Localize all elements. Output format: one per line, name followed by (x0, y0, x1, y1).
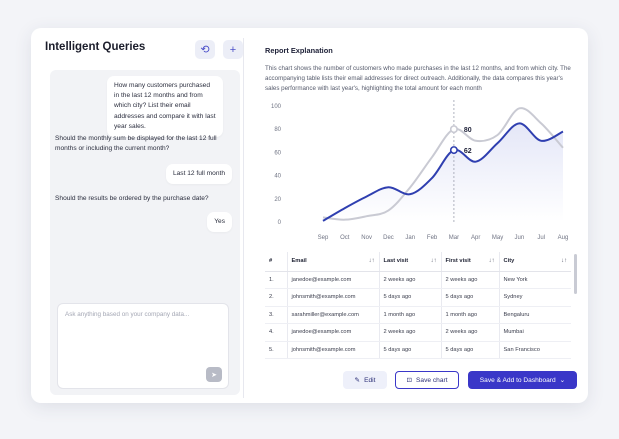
cell-index: 2. (265, 288, 287, 307)
cell-index: 5. (265, 341, 287, 359)
sidebar-title: Intelligent Queries (45, 41, 146, 53)
user-message: Last 12 full month (165, 164, 232, 185)
x-tick-label: Mar (449, 235, 459, 241)
table-row[interactable]: 2. johnsmith@example.com 5 days ago 5 da… (265, 288, 571, 307)
x-tick-label: Dec (383, 235, 394, 241)
assistant-message: Should the monthly sum be displayed for … (55, 135, 217, 153)
y-tick-label: 100 (271, 104, 282, 110)
assistant-message: Should the results be ordered by the pur… (55, 195, 209, 202)
header-index: # (265, 252, 287, 272)
history-button[interactable]: ⟲ (195, 40, 215, 59)
table-row[interactable]: 5. johnsmith@example.com 5 days ago 5 da… (265, 341, 571, 359)
series-line-comparison (322, 107, 564, 221)
cell-last-visit: 5 days ago (378, 288, 441, 307)
series-line-primary (322, 122, 564, 222)
send-icon: ➤ (211, 371, 217, 379)
cell-city: San Francisco (498, 341, 571, 359)
x-tick-label: Feb (427, 235, 438, 241)
history-icon: ⟲ (200, 44, 210, 56)
y-tick-label: 80 (274, 127, 281, 133)
header-last-visit[interactable]: Last visit ↓↑ (378, 252, 441, 272)
y-tick-label: 40 (274, 174, 281, 180)
cell-first-visit: 2 weeks ago (440, 323, 499, 342)
table-scrollbar[interactable] (574, 254, 577, 294)
user-message: Yes (207, 212, 232, 233)
pencil-icon: ✎ (354, 377, 361, 384)
save-add-dashboard-button[interactable]: Save & Add to Dashboard ⌄ (468, 371, 577, 389)
cell-city: New York (498, 271, 571, 289)
y-tick-label: 0 (278, 220, 282, 226)
chevron-down-icon: ⌄ (559, 377, 566, 384)
cell-last-visit: 2 weeks ago (378, 271, 441, 289)
panel-divider (243, 38, 244, 398)
query-sidebar: Intelligent Queries ⟲ + How many custome… (45, 28, 245, 403)
y-tick-label: 20 (274, 197, 281, 203)
cell-email: johnsmith@example.com (286, 288, 379, 307)
x-tick-label: Nov (361, 235, 372, 241)
cell-email: johnsmith@example.com (286, 341, 379, 359)
series-area (323, 123, 563, 222)
cell-email: janedoe@example.com (286, 323, 379, 342)
x-tick-label: Jul (537, 235, 545, 241)
cell-last-visit: 1 month ago (378, 306, 441, 324)
sort-icon[interactable]: ↓↑ (488, 258, 495, 265)
point-primary (449, 146, 458, 155)
query-input-placeholder: Ask anything based on your company data.… (65, 311, 190, 318)
cell-index: 3. (265, 306, 287, 324)
cell-first-visit: 5 days ago (440, 288, 499, 307)
cell-email: janedoe@example.com (286, 271, 379, 289)
header-city[interactable]: City ↓↑ (498, 252, 571, 272)
data-label: 80 (464, 127, 472, 134)
report-title: Report Explanation (265, 46, 333, 55)
cell-first-visit: 2 weeks ago (440, 271, 499, 289)
table-header-row: # Email ↓↑ Last visit ↓↑ First visit ↓↑ Cit… (265, 252, 571, 272)
sort-icon[interactable]: ↓↑ (430, 258, 437, 265)
sort-icon[interactable]: ↓↑ (368, 258, 375, 265)
cell-index: 1. (265, 271, 287, 289)
cell-last-visit: 2 weeks ago (378, 323, 441, 342)
point-comparison (449, 125, 458, 134)
cell-first-visit: 1 month ago (440, 306, 499, 324)
report-panel: Report Explanation This chart shows the … (263, 28, 578, 403)
query-card: Intelligent Queries ⟲ + How many custome… (31, 28, 588, 403)
x-tick-label: Sep (318, 235, 329, 241)
plus-icon: + (229, 43, 237, 56)
header-email[interactable]: Email ↓↑ (286, 252, 379, 272)
cell-email: sarahmiller@example.com (286, 306, 379, 324)
x-tick-label: May (492, 235, 503, 241)
cell-city: Sydney (498, 288, 571, 307)
table-row[interactable]: 4. janedoe@example.com 2 weeks ago 2 wee… (265, 323, 571, 342)
cell-first-visit: 5 days ago (440, 341, 499, 359)
send-button[interactable]: ➤ (206, 367, 222, 382)
data-label: 62 (464, 148, 472, 155)
query-input[interactable]: Ask anything based on your company data.… (57, 303, 229, 389)
table-row[interactable]: 1. janedoe@example.com 2 weeks ago 2 wee… (265, 271, 571, 289)
x-tick-label: Jun (515, 235, 525, 241)
table-row[interactable]: 3. sarahmiller@example.com 1 month ago 1… (265, 306, 571, 324)
cell-city: Mumbai (498, 323, 571, 342)
y-tick-label: 60 (274, 150, 281, 156)
customers-table: # Email ↓↑ Last visit ↓↑ First visit ↓↑ Cit… (265, 252, 571, 359)
cell-index: 4. (265, 323, 287, 342)
new-query-button[interactable]: + (223, 40, 243, 59)
edit-button[interactable]: ✎ Edit (343, 371, 387, 389)
x-tick-label: Jan (405, 235, 415, 241)
sort-icon[interactable]: ↓↑ (561, 258, 567, 265)
x-tick-label: Apr (471, 235, 480, 241)
cell-last-visit: 5 days ago (378, 341, 441, 359)
report-description: This chart shows the number of customers… (265, 65, 571, 92)
bookmark-icon: ⊡ (406, 377, 412, 384)
user-message: How many customers purchased in the last… (107, 76, 223, 138)
x-tick-label: Oct (340, 235, 350, 241)
sales-comparison-chart: 0 20 40 60 80 100 Sep Oct Nov Dec Jan Feb Mar Apr May J… (271, 100, 569, 241)
x-tick-label: Aug (558, 235, 569, 241)
cell-city: Bengaluru (498, 306, 571, 324)
save-chart-button[interactable]: ⊡ Save chart (395, 371, 459, 389)
header-first-visit[interactable]: First visit ↓↑ (440, 252, 499, 272)
